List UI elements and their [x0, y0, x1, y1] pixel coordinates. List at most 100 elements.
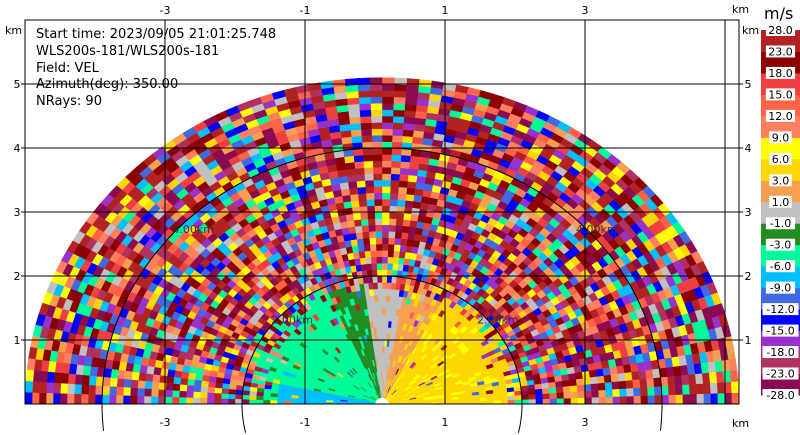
range-gate: [366, 199, 375, 207]
range-gate: [674, 374, 683, 386]
range-gate: [405, 90, 419, 99]
range-gate: [493, 399, 502, 404]
range-gate: [389, 295, 395, 303]
range-gate: [381, 275, 388, 283]
range-gate: [221, 388, 230, 395]
range-gate: [355, 173, 366, 182]
range-gate: [372, 173, 383, 181]
range-gate: [612, 396, 621, 404]
range-gate: [277, 393, 285, 398]
nrays: NRays: 90: [36, 94, 102, 109]
range-gate: [374, 205, 383, 213]
range-gate: [377, 282, 383, 290]
range-gate: [695, 383, 705, 395]
range-gate: [360, 128, 372, 137]
range-gate: [403, 116, 416, 125]
range-gate: [206, 398, 215, 404]
range-gate: [386, 263, 393, 271]
range-gate: [31, 392, 40, 404]
range-gate: [386, 282, 392, 290]
range-gate: [577, 397, 586, 404]
range-gate: [374, 224, 383, 232]
range-gate: [365, 186, 375, 194]
range-gate: [178, 390, 187, 398]
range-gate: [661, 385, 670, 396]
range-gate: [381, 365, 384, 373]
range-gate: [695, 372, 704, 385]
range-gate: [377, 288, 383, 296]
range-gate: [374, 218, 383, 226]
range-gate: [131, 371, 140, 381]
range-gate: [715, 370, 725, 383]
range-gate: [568, 378, 578, 387]
range-gate: [213, 393, 222, 400]
range-gate: [269, 400, 278, 404]
range-gate: [356, 180, 366, 188]
range-gate: [381, 102, 394, 111]
range-gate: [647, 395, 656, 404]
range-gate: [359, 115, 372, 124]
range-gate: [402, 212, 412, 221]
range-gate: [403, 206, 413, 215]
range-gate: [283, 397, 292, 402]
range-gate: [381, 237, 389, 245]
range-gate: [401, 135, 413, 144]
range-gate: [381, 179, 391, 187]
range-gate: [381, 243, 389, 251]
range-gate: [381, 154, 392, 162]
range-gate: [358, 199, 368, 207]
range-gate: [381, 122, 393, 130]
range-gate: [375, 230, 383, 238]
range-gate: [26, 358, 36, 371]
range-gate: [393, 237, 402, 246]
range-gate: [364, 179, 374, 188]
colorbar-label: m/s: [764, 4, 793, 23]
start-time: Start time: 2023/09/05 21:01:25.748: [36, 27, 276, 42]
range-gate: [556, 392, 565, 399]
range-gate: [384, 314, 390, 322]
range-gate: [372, 154, 383, 162]
range-gate: [625, 379, 634, 389]
range-gate: [362, 154, 373, 162]
range-gate: [381, 218, 390, 226]
colorbar-tick-label: -12.0: [766, 303, 794, 316]
range-gate: [584, 390, 593, 398]
range-gate: [702, 382, 712, 394]
range-gate: [173, 370, 183, 379]
range-gate: [598, 396, 607, 404]
range-gate: [388, 211, 397, 220]
range-gate: [392, 256, 400, 265]
range-gate: [88, 375, 97, 386]
range-gate: [227, 398, 236, 404]
range-gate: [363, 160, 374, 169]
range-gate: [407, 232, 416, 241]
range-gate: [394, 282, 401, 291]
range-gate: [109, 377, 118, 388]
range-gate: [381, 83, 395, 91]
range-gate: [381, 346, 385, 353]
range-gate: [405, 187, 416, 196]
colorbar-tick-label: 3.0: [772, 174, 790, 187]
instrument: WLS200s-181/WLS200s-181: [36, 44, 219, 59]
range-gate: [358, 103, 372, 111]
range-gate: [136, 388, 145, 397]
range-gate: [595, 368, 605, 377]
range-gate: [59, 393, 68, 404]
range-gate: [387, 320, 392, 328]
range-gate: [208, 375, 217, 383]
range-gate: [185, 391, 194, 399]
range-gate: [596, 375, 606, 384]
range-gate: [367, 211, 376, 220]
range-gate: [584, 397, 593, 404]
range-gate: [200, 386, 209, 394]
range-gate: [632, 378, 641, 389]
range-gate: [94, 385, 103, 396]
range-gate: [393, 90, 407, 98]
range-gate: [399, 244, 407, 253]
range-gate: [193, 379, 203, 387]
range-gate: [682, 393, 691, 404]
range-gate: [359, 109, 372, 117]
range-gate: [352, 212, 362, 221]
range-gate: [101, 394, 110, 404]
